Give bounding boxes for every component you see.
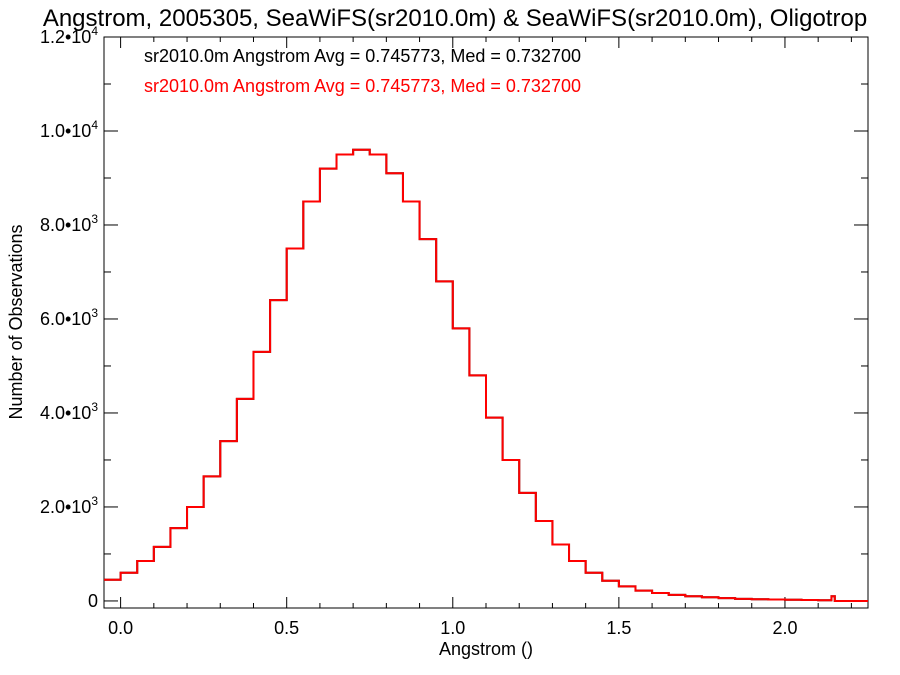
x-tick-label: 1.0 (440, 618, 465, 638)
y-tick-label-base: 6.0•10 (40, 309, 91, 329)
y-tick-label-exponent: 4 (91, 118, 98, 132)
y-tick-label-exponent: 3 (91, 494, 98, 508)
y-tick-label: 0 (88, 591, 98, 611)
y-tick-label: 6.0•103 (40, 306, 98, 329)
x-tick-label: 2.0 (772, 618, 797, 638)
y-tick-label: 2.0•103 (40, 494, 98, 517)
x-axis-ticks: 0.0 0.5 1.0 1.5 2.0 (108, 37, 852, 638)
x-axis-label: Angstrom () (439, 639, 533, 659)
plot-frame (103, 36, 869, 609)
y-axis-label: Number of Observations (6, 224, 26, 419)
y-tick-label-exponent: 4 (91, 24, 98, 38)
plot-area: 0.0 0.5 1.0 1.5 2.0 02.0•1034.0•1036.0•1038.… (40, 24, 869, 638)
y-tick-label-base: 2.0•10 (40, 497, 91, 517)
y-tick-label-base: 1.0•10 (40, 121, 91, 141)
x-tick-label: 0.0 (108, 618, 133, 638)
y-tick-label-base: 8.0•10 (40, 215, 91, 235)
annotation-red: sr2010.0m Angstrom Avg = 0.745773, Med =… (144, 76, 581, 96)
y-tick-label: 1.0•104 (40, 118, 98, 141)
chart-title: Angstrom, 2005305, SeaWiFS(sr2010.0m) & … (43, 5, 867, 32)
y-tick-label-exponent: 3 (91, 306, 98, 320)
series-1-histogram (104, 148, 868, 602)
y-tick-label-base: 0 (88, 591, 98, 611)
y-tick-label: 4.0•103 (40, 400, 98, 423)
y-tick-label-exponent: 3 (91, 400, 98, 414)
y-axis-ticks: 02.0•1034.0•1036.0•1038.0•1031.0•1041.2•… (40, 24, 868, 611)
x-tick-label: 1.5 (606, 618, 631, 638)
y-tick-label: 8.0•103 (40, 212, 98, 235)
series-layer (104, 148, 868, 602)
y-tick-label: 1.2•104 (40, 24, 98, 47)
y-tick-label-exponent: 3 (91, 212, 98, 226)
x-tick-label: 0.5 (274, 618, 299, 638)
y-tick-label-base: 4.0•10 (40, 403, 91, 423)
y-tick-label-base: 1.2•10 (40, 27, 91, 47)
annotation-black: sr2010.0m Angstrom Avg = 0.745773, Med =… (144, 46, 581, 66)
